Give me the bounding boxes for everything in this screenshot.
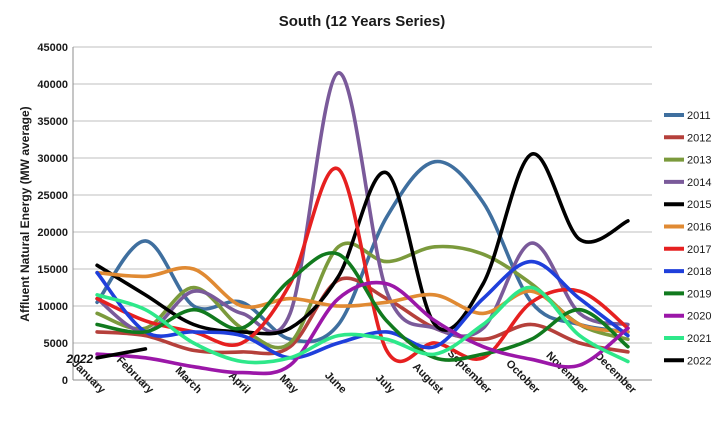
y-tick-label: 25000 [37,190,68,202]
annotation-layer: 2022 [65,352,93,366]
series-line-2018 [95,259,630,360]
chart-title: South (12 Years Series) [279,13,445,30]
legend-label: 2014 [687,177,711,189]
y-tick-labels: 0 5000 10000 15000 20000 25000 30000 35000 40000… [37,42,68,387]
x-tick-label: July [373,372,398,397]
y-tick-label: 0 [62,375,68,387]
legend-label: 2016 [687,222,711,234]
series-layer [95,71,630,376]
legend-label: 2022 [687,355,711,367]
series-line-2022 [95,347,148,360]
y-axis-label: Affluent Natural Energy (MW average) [18,106,32,321]
y-tick-label: 5000 [44,338,68,350]
legend-label: 2020 [687,311,711,323]
legend-label: 2021 [687,333,711,345]
x-tick-label: June [322,369,349,396]
y-tick-label: 35000 [37,116,68,128]
series-line-2021 [95,285,630,365]
series-line-2016 [95,266,630,334]
y-tick-label: 15000 [37,264,68,276]
series-line-2012 [95,276,630,356]
series-line-2015 [95,152,630,336]
legend: 2011 2012 2013 2014 2015 2016 2017 2018 2019 2020… [664,110,711,367]
x-tick-labels: January February March April May June July Augu… [69,347,639,396]
y-tick-label: 30000 [37,153,68,165]
y-tick-label: 20000 [37,227,68,239]
y-tick-label: 10000 [37,301,68,313]
x-tick-label: May [277,372,301,396]
legend-label: 2019 [687,288,711,300]
y-tick-label: 45000 [37,42,68,54]
legend-label: 2013 [687,155,711,167]
legend-label: 2011 [687,110,711,122]
legend-label: 2018 [687,266,711,278]
series-line-2014 [95,71,630,338]
x-tick-label: February [114,354,156,396]
x-tick-label: November [543,350,590,397]
x-tick-label: March [173,365,205,397]
legend-label: 2012 [687,132,711,144]
series-line-2013 [95,241,630,350]
x-tick-label: August [410,361,446,397]
y-tick-label: 40000 [37,79,68,91]
series-line-2020 [95,280,630,376]
x-tick-label: October [503,358,542,397]
legend-label: 2017 [687,244,711,256]
legend-label: 2015 [687,199,711,211]
series-annotation: 2022 [65,352,93,366]
